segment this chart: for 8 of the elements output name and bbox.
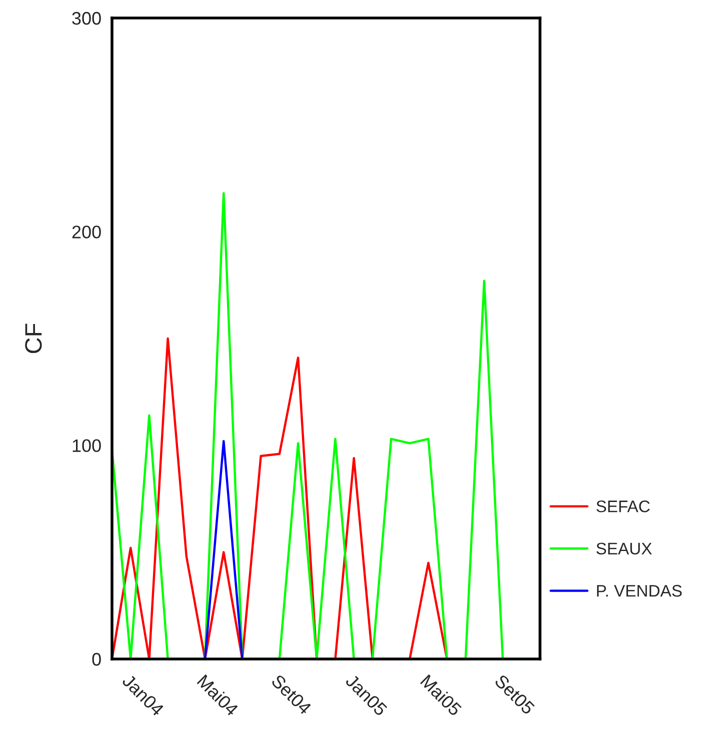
y-tick-label: 200: [72, 226, 101, 238]
y-tick-label: 300: [72, 12, 101, 25]
y-tick-label: 100: [72, 439, 101, 452]
legend-label: SEAUX: [596, 542, 652, 555]
legend-label: SEFAC: [596, 500, 650, 512]
y-axis-title: CF: [25, 324, 42, 354]
legend-label: P. VENDAS: [597, 584, 682, 597]
y-tick-label: 0: [92, 652, 101, 666]
